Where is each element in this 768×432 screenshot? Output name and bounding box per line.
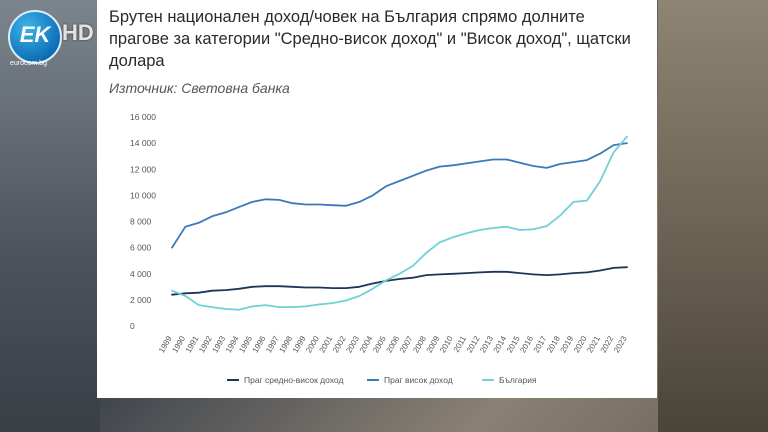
y-tick-label: 8 000 (130, 217, 152, 227)
channel-logo: EK HD eurocom.bg (8, 10, 108, 67)
y-tick-label: 6 000 (130, 243, 152, 253)
y-tick-label: 10 000 (130, 190, 156, 200)
series-line-3 (171, 135, 628, 311)
background-right (658, 0, 768, 432)
background-left (0, 0, 100, 432)
chart-title: Брутен национален доход/човек на Българи… (109, 8, 631, 70)
x-tick-label: 2023 (612, 334, 629, 354)
y-tick-label: 16 000 (130, 112, 156, 122)
y-tick-label: 14 000 (130, 138, 156, 148)
logo-mark: EK (8, 10, 62, 64)
legend-label: Праг висок доход (384, 375, 453, 385)
legend-label: България (499, 375, 537, 385)
y-tick-label: 0 (130, 321, 135, 331)
y-tick-label: 12 000 (130, 164, 156, 174)
logo-site: eurocom.bg (10, 60, 47, 67)
chart-card: Брутен национален доход/човек на Българи… (97, 0, 657, 398)
line-chart: 0 2 000 4 000 6 000 8 000 10 000 12 000 14 000 1… (130, 112, 629, 385)
y-tick-label: 4 000 (130, 269, 152, 279)
series-line-2 (171, 142, 628, 249)
x-tick-label: 2010 (438, 334, 455, 354)
series-line-1 (171, 266, 628, 296)
logo-hd: HD (62, 20, 94, 45)
legend-label: Праг средно-висок доход (244, 375, 343, 385)
y-tick-label: 2 000 (130, 295, 152, 305)
chart-source: Източник: Световна банка (109, 80, 290, 96)
